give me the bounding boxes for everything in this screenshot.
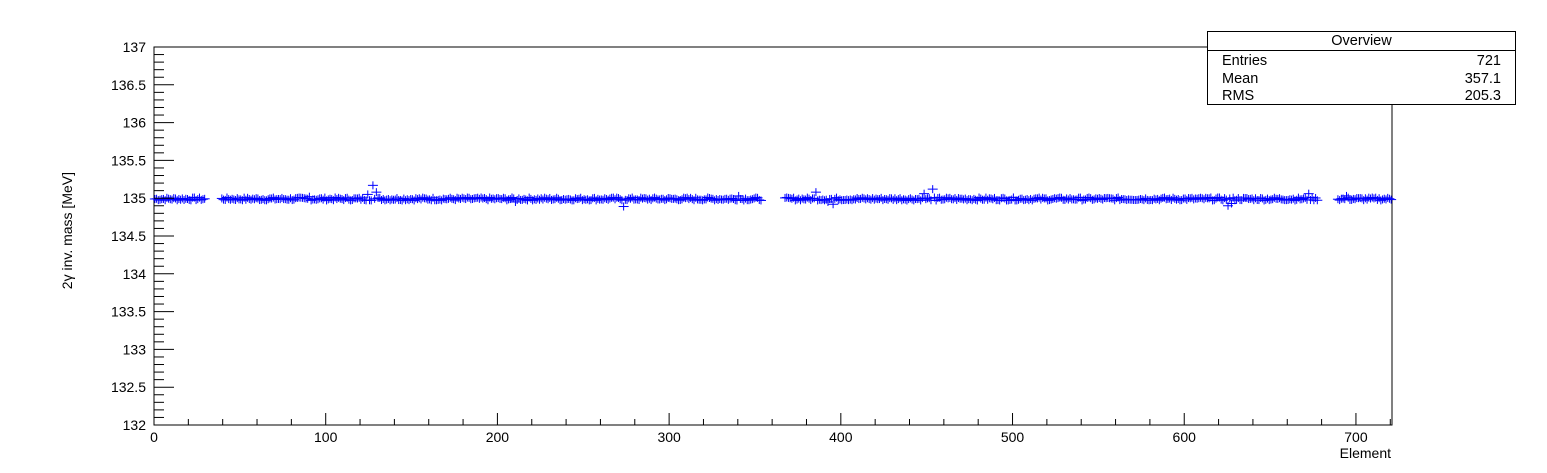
data-point [1341,191,1352,200]
data-point [919,189,930,198]
stats-value: 721 [1476,53,1501,69]
data-point [199,194,210,203]
data-point [924,194,935,203]
data-point [755,196,766,205]
x-axis-label: Element [1340,445,1391,461]
data-point [927,185,938,194]
stats-row-mean: Mean 357.1 [1222,70,1501,88]
stats-label: RMS [1222,88,1255,104]
y-tick-label: 135 [123,190,147,206]
data-point [828,200,839,209]
data-point [1312,196,1323,205]
data-point [362,190,373,199]
data-point [615,195,626,204]
data-point [1386,195,1397,204]
data-point [1384,194,1395,203]
y-tick-label: 132.5 [111,379,146,395]
y-tick-label: 137 [123,39,147,55]
y-tick-label: 135.5 [111,152,146,168]
data-points [149,181,1397,211]
stats-title: Overview [1208,32,1515,51]
x-tick-label: 700 [1344,429,1368,445]
stats-value: 205.3 [1464,88,1501,104]
x-tick-label: 100 [314,429,338,445]
y-tick-label: 136 [123,115,147,131]
y-tick-label: 133 [123,341,147,357]
x-tick-label: 500 [1001,429,1025,445]
x-tick-label: 400 [829,429,853,445]
stats-value: 357.1 [1464,71,1501,87]
y-axis-label: 2γ inv. mass [MeV] [59,172,75,289]
axes: 132 132.5 133 133.5 134 134.5 135 135.5 136 136.5… [111,39,1391,445]
x-tick-label: 300 [657,429,681,445]
stats-box: Overview Entries 721 Mean 357.1 RMS 205.… [1207,31,1516,105]
x-tick-label: 600 [1173,429,1197,445]
data-point [618,202,629,211]
stats-label: Entries [1222,53,1268,69]
data-point [507,193,518,202]
x-tick-label: 200 [486,429,510,445]
data-point [371,188,382,197]
data-point [367,181,378,190]
y-tick-label: 134.5 [111,228,146,244]
stats-row-entries: Entries 721 [1222,52,1501,70]
y-tick-label: 136.5 [111,77,146,93]
y-tick-label: 134 [123,266,147,282]
stats-label: Mean [1222,71,1259,87]
data-point [810,188,821,197]
y-tick-label: 132 [123,417,147,433]
stats-row-rms: RMS 205.3 [1222,87,1501,105]
y-tick-label: 133.5 [111,304,146,320]
x-tick-label: 0 [150,429,158,445]
